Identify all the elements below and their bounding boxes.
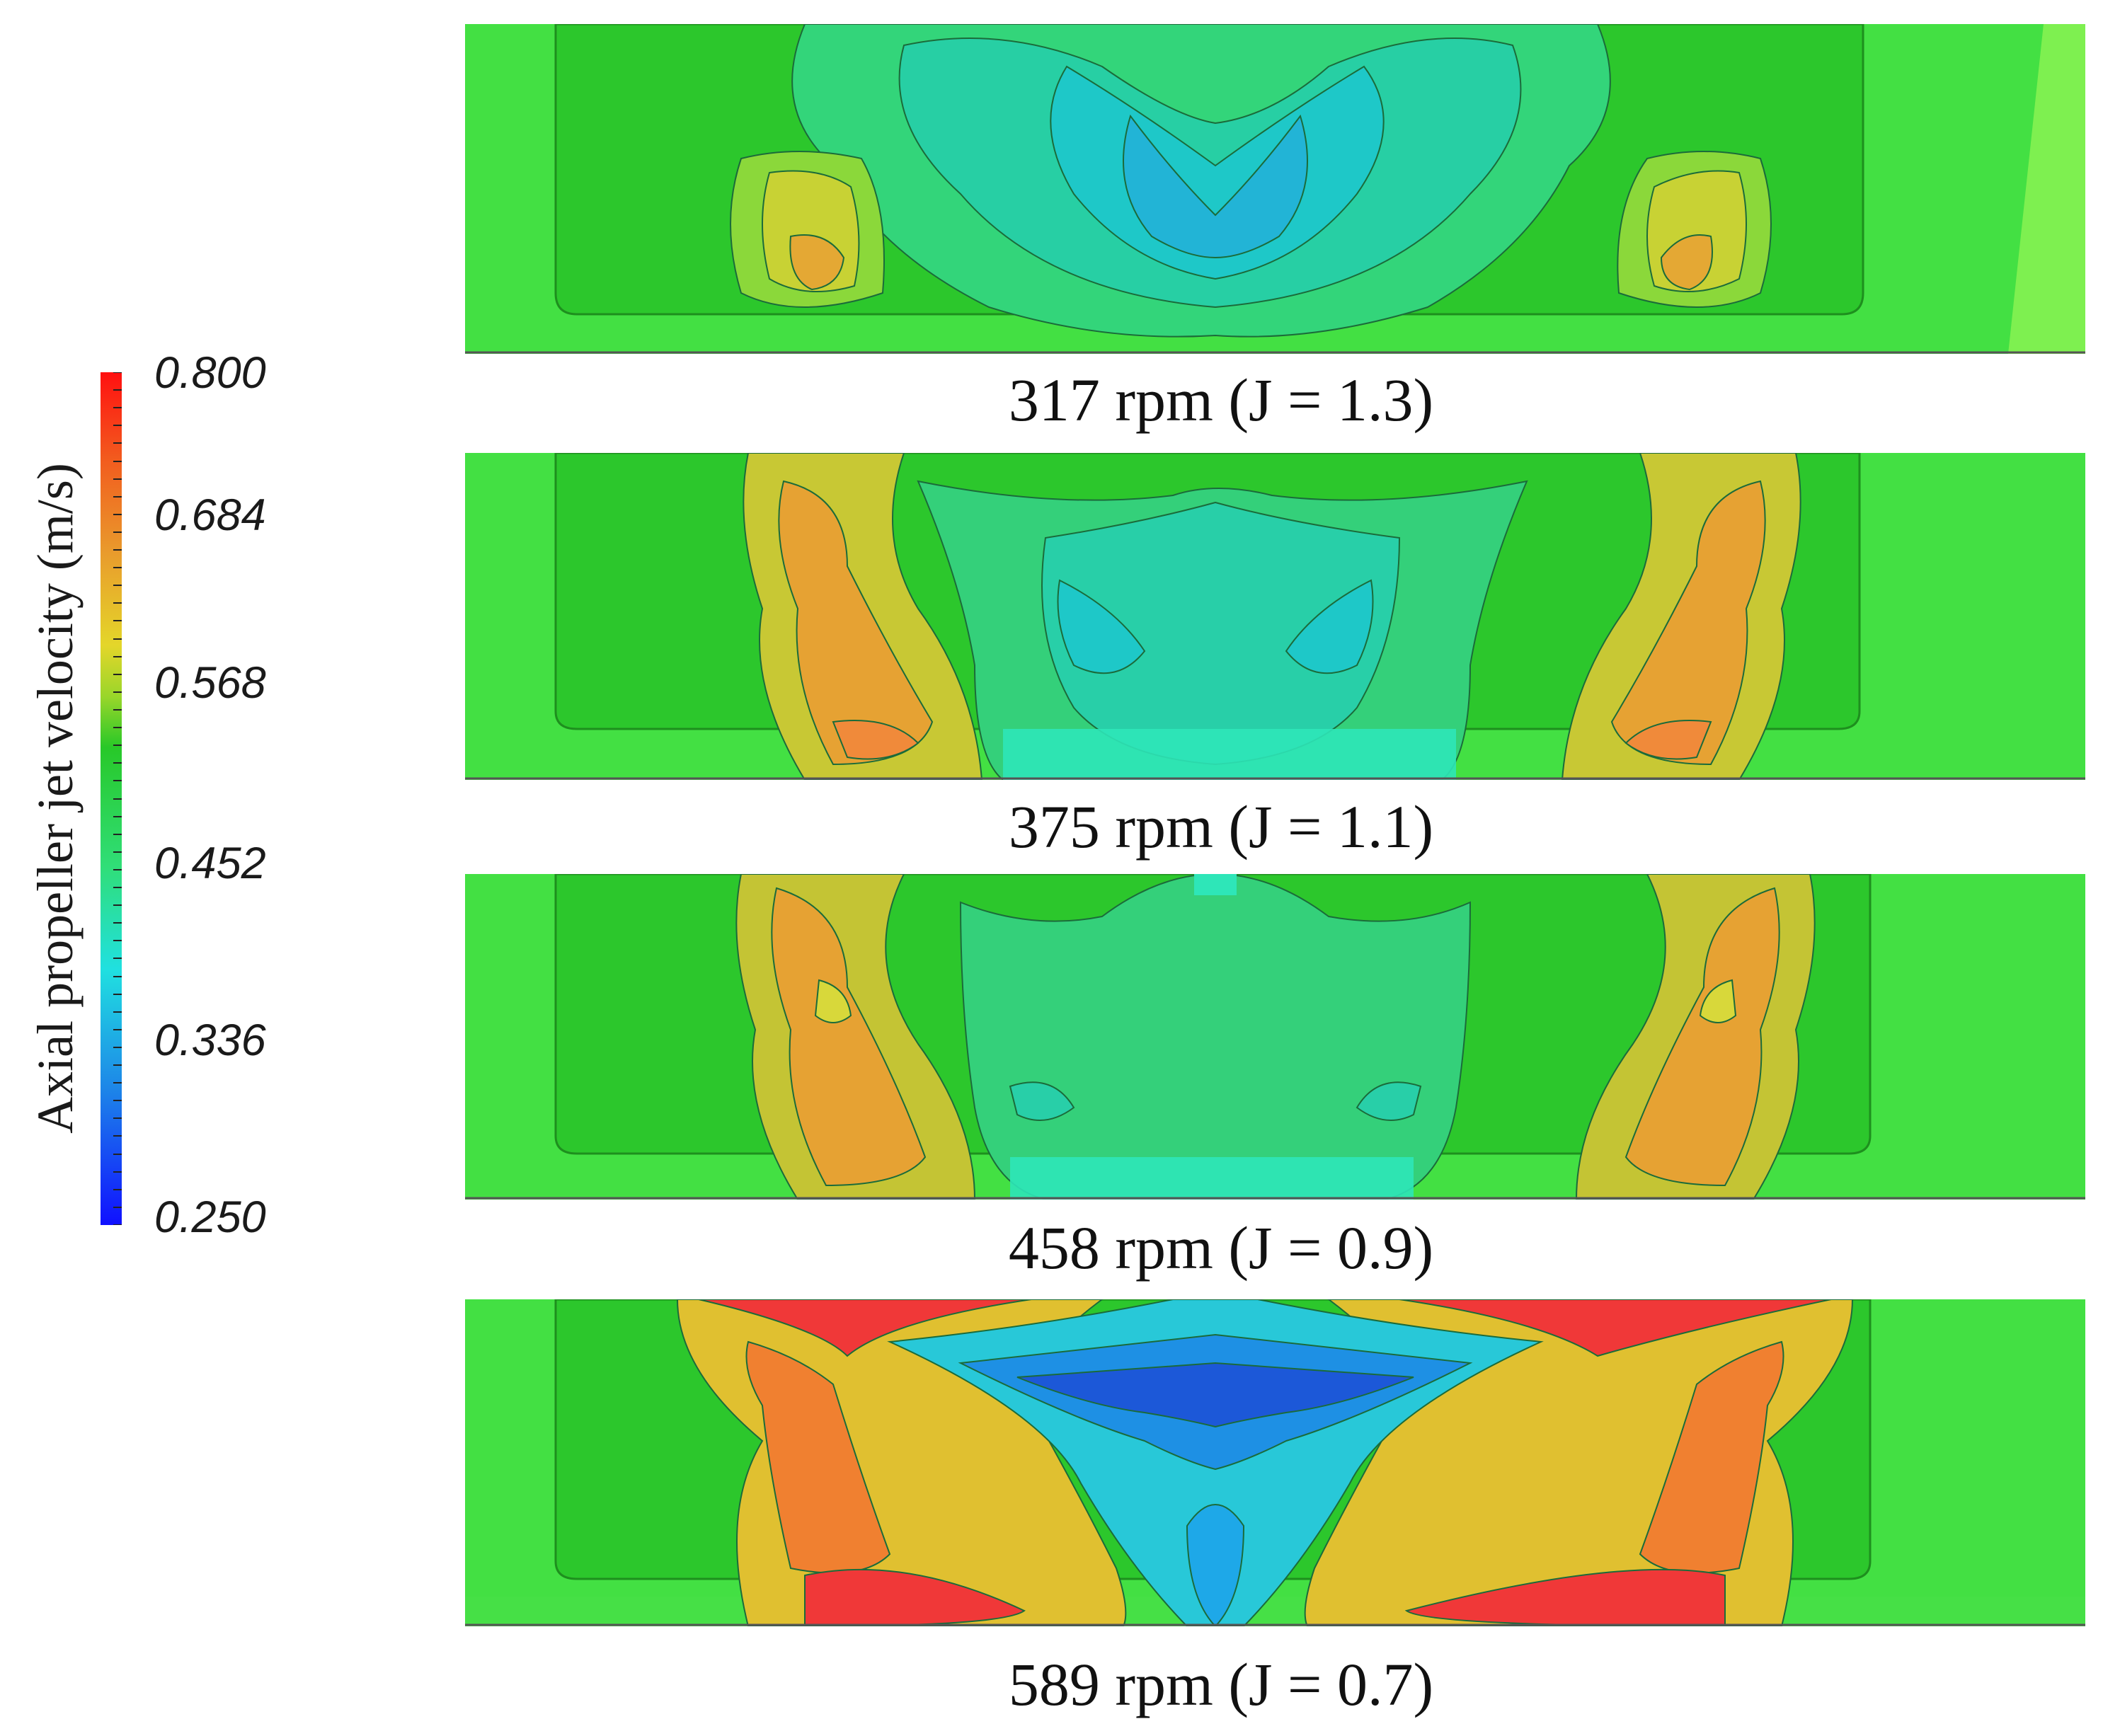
colorbar (101, 372, 122, 1225)
colorbar-tick-label: 0.336 (154, 1016, 266, 1065)
contour-panel-458-rpm (465, 874, 2085, 1200)
colorbar-tick-label: 0.568 (154, 658, 266, 708)
colorbar-tick-label: 0.684 (154, 490, 266, 540)
colorbar-tick-label: 0.452 (154, 839, 266, 888)
colorbar-title: Axial propeller jet velocity (m/s) (27, 463, 84, 1134)
contour-panel-375-rpm (465, 453, 2085, 780)
panel-caption: 458 rpm (J = 0.9) (1008, 1214, 1434, 1282)
panel-caption: 589 rpm (J = 0.7) (1008, 1650, 1434, 1718)
panel-caption: 375 rpm (J = 1.1) (1008, 793, 1434, 861)
contour-panel-589-rpm (465, 1299, 2085, 1626)
panel-caption: 317 rpm (J = 1.3) (1008, 366, 1434, 434)
colorbar-gradient (101, 372, 122, 1225)
contour-panel-317-rpm (465, 24, 2085, 354)
colorbar-tick-label: 0.800 (154, 348, 266, 398)
colorbar-tick-label: 0.250 (154, 1192, 266, 1242)
